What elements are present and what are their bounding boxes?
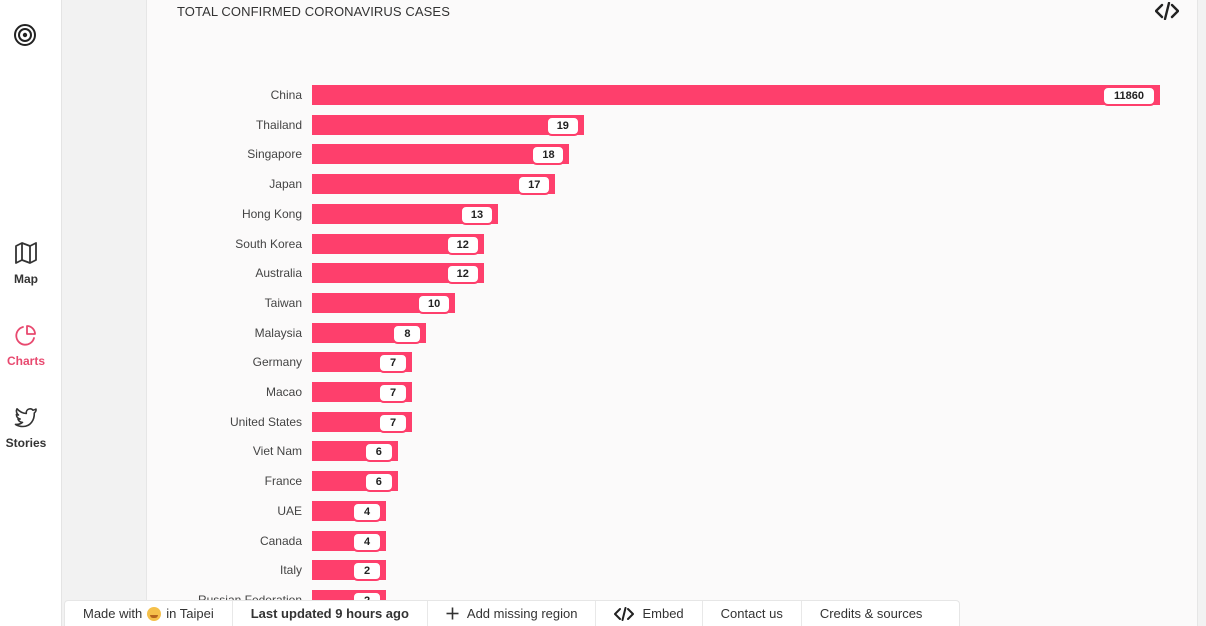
- sidebar-item-charts[interactable]: Charts: [0, 324, 52, 368]
- bar-label: Germany: [252, 355, 302, 370]
- bar-label: Italy: [279, 563, 302, 578]
- bar-row: Thailand 19: [147, 114, 1197, 136]
- bar-value-label: 4: [352, 501, 382, 522]
- target-logo-icon[interactable]: [13, 23, 37, 47]
- bar-row: UAE 4: [147, 500, 1197, 522]
- bar-row: Italy 2: [147, 559, 1197, 582]
- bar-label: China: [270, 88, 302, 102]
- bar-value-label: 18: [531, 145, 566, 166]
- sidebar-item-map[interactable]: Map: [0, 242, 52, 286]
- bar-row: Australia 12: [147, 262, 1197, 285]
- bar-label: Australia: [255, 266, 302, 281]
- bar-value-label: 17: [517, 175, 552, 196]
- smile-emoji-icon: [147, 606, 162, 621]
- made-with-suffix: in Taipei: [166, 606, 214, 621]
- bar-label: United States: [229, 414, 302, 429]
- bar-row: France 6: [147, 470, 1197, 493]
- embed-code-icon[interactable]: [1155, 2, 1179, 20]
- bar-row: Singapore 18: [147, 143, 1197, 166]
- bar-value-label: 13: [459, 204, 494, 225]
- bar[interactable]: [312, 114, 584, 135]
- add-missing-region-label: Add missing region: [466, 606, 578, 621]
- sidebar-item-stories[interactable]: Stories: [0, 406, 52, 450]
- made-with-prefix: Made with: [83, 606, 143, 621]
- bar-label: Hong Kong: [241, 206, 302, 221]
- bar[interactable]: [312, 203, 498, 224]
- map-icon: [15, 242, 37, 264]
- sidebar: Map Charts Stories: [0, 0, 62, 626]
- bar-row: Hong Kong 13: [147, 203, 1197, 225]
- bar-label: UAE: [277, 503, 302, 518]
- bar-value-label: 19: [545, 115, 580, 136]
- twitter-icon: [14, 408, 37, 428]
- sidebar-item-label: Map: [14, 272, 38, 286]
- bar-label: Viet Nam: [252, 444, 302, 459]
- bar-row: Japan 17: [147, 173, 1197, 196]
- bar[interactable]: [312, 233, 484, 254]
- bar-value-label: 7: [378, 353, 409, 374]
- sidebar-item-label: Stories: [5, 436, 47, 450]
- bar-value-label: 6: [363, 442, 394, 463]
- sidebar-item-label: Charts: [6, 354, 45, 368]
- chart-title: TOTAL CONFIRMED CORONAVIRUS CASES: [177, 4, 450, 19]
- bar-value-label: 7: [378, 412, 409, 433]
- footer-bar: Made with in Taipei Last updated 9 hours…: [64, 600, 960, 626]
- bar-label: Canada: [259, 533, 302, 548]
- contact-us-link[interactable]: Contact us: [703, 600, 802, 626]
- bar-row: Viet Nam 6: [147, 440, 1197, 463]
- bar-value-label: 12: [445, 264, 480, 285]
- bar-label: Taiwan: [264, 295, 302, 310]
- bar[interactable]: [312, 263, 484, 284]
- bar-row: South Korea 12: [147, 233, 1197, 255]
- bar-label: Singapore: [247, 147, 302, 162]
- bar-label: France: [264, 474, 302, 489]
- bar-value-label: 7: [378, 383, 409, 403]
- bar[interactable]: [312, 144, 570, 165]
- code-icon: [614, 606, 635, 621]
- pie-chart-icon: [15, 325, 36, 346]
- bar-row: Malaysia 8: [147, 322, 1197, 344]
- bar-label: Macao: [265, 385, 302, 399]
- last-updated: Last updated 9 hours ago: [233, 600, 428, 626]
- bar-row: United States 7: [147, 411, 1197, 433]
- bar-row: Canada 4: [147, 530, 1197, 552]
- embed-label: Embed: [642, 606, 684, 621]
- bar-label: Thailand: [255, 117, 302, 132]
- bar-value-label: 4: [352, 531, 382, 552]
- bar-row: Taiwan 10: [147, 292, 1197, 314]
- plus-icon: [446, 607, 459, 620]
- bar-value-label: 11860: [1102, 86, 1156, 106]
- bar-label: Malaysia: [254, 325, 302, 340]
- bar-label: Japan: [269, 177, 302, 192]
- chart-panel: TOTAL CONFIRMED CORONAVIRUS CASES China 1…: [146, 0, 1198, 626]
- bar-value-label: 2: [352, 561, 382, 582]
- made-with: Made with in Taipei: [65, 600, 233, 626]
- bar-row: Macao 7: [147, 381, 1197, 403]
- bar[interactable]: [312, 174, 556, 195]
- add-missing-region-link[interactable]: Add missing region: [428, 600, 597, 626]
- bar-row: Germany 7: [147, 351, 1197, 374]
- bar-row: China 11860: [147, 84, 1197, 106]
- bar-value-label: 6: [363, 472, 394, 493]
- embed-link[interactable]: Embed: [596, 600, 703, 626]
- bar-value-label: 12: [445, 234, 480, 255]
- bar-value-label: 10: [417, 293, 451, 314]
- bar-value-label: 8: [392, 323, 423, 344]
- bar[interactable]: [312, 85, 1160, 105]
- bar-label: South Korea: [235, 236, 302, 251]
- credits-sources-link[interactable]: Credits & sources: [819, 606, 923, 621]
